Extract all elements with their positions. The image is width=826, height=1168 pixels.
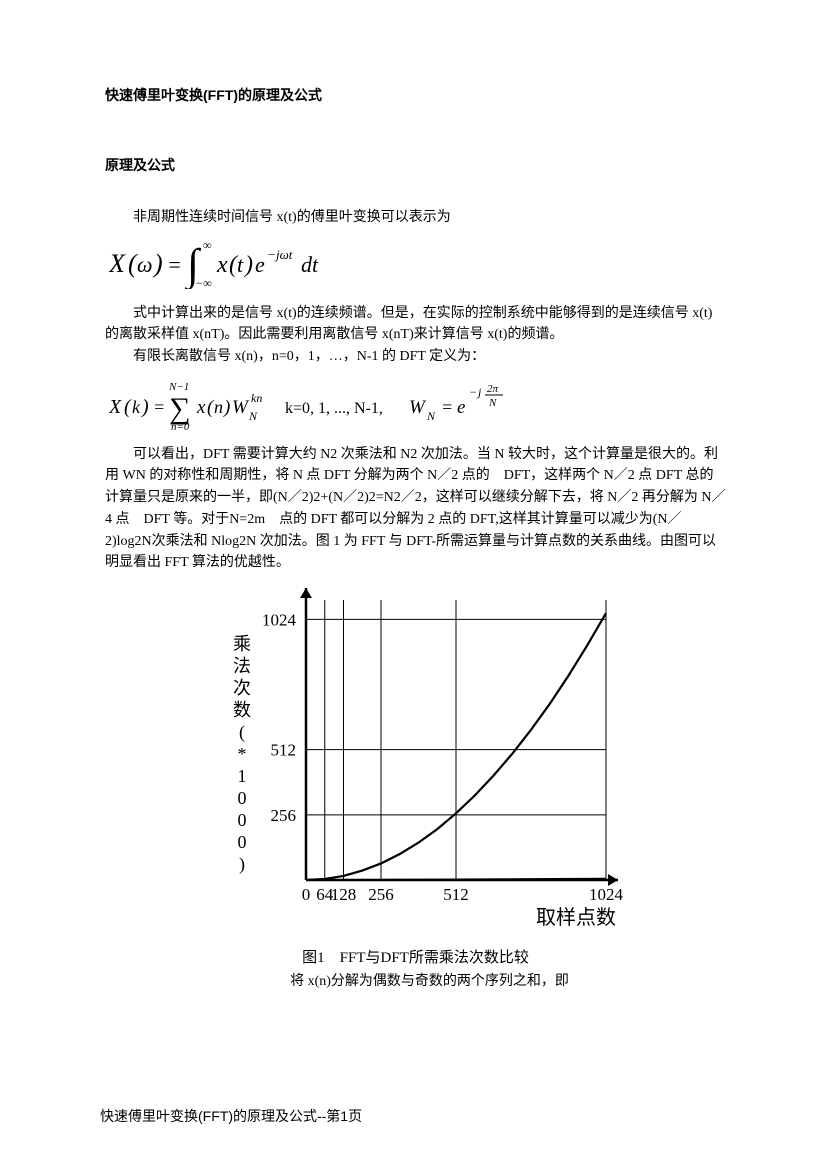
formula-2: X ( k ) = ∑ N−1 n=0 x ( n ) W kn N k=0, … bbox=[109, 378, 726, 432]
svg-text:N: N bbox=[488, 397, 497, 409]
svg-text:x: x bbox=[216, 252, 228, 278]
svg-text:512: 512 bbox=[443, 885, 469, 904]
svg-text:−: − bbox=[267, 247, 276, 262]
svg-text:1024: 1024 bbox=[589, 885, 624, 904]
svg-text:ω: ω bbox=[137, 252, 153, 277]
svg-text:2π: 2π bbox=[487, 383, 499, 395]
svg-text:e: e bbox=[457, 397, 465, 418]
svg-text:*: * bbox=[237, 744, 246, 764]
svg-text:=: = bbox=[167, 252, 182, 277]
svg-text:−∞: −∞ bbox=[195, 276, 212, 289]
paragraph-3: 有限长离散信号 x(n)，n=0，1，…，N-1 的 DFT 定义为： bbox=[105, 346, 726, 368]
svg-text:n: n bbox=[214, 397, 223, 417]
svg-text:): ) bbox=[152, 249, 163, 278]
svg-text:): ) bbox=[239, 854, 245, 875]
svg-text:法: 法 bbox=[233, 656, 251, 676]
paragraph-5: 将 x(n)分解为偶数与奇数的两个序列之和，即 bbox=[262, 971, 569, 993]
svg-text:W: W bbox=[409, 397, 427, 418]
svg-text:=: = bbox=[441, 397, 453, 417]
svg-text:X: X bbox=[109, 249, 126, 278]
svg-text:): ) bbox=[223, 397, 230, 418]
svg-text:0: 0 bbox=[301, 885, 310, 904]
svg-text:256: 256 bbox=[368, 885, 394, 904]
paragraph-4: 可以看出，DFT 需要计算大约 N2 次乘法和 N2 次加法。当 N 较大时，这… bbox=[105, 444, 726, 574]
svg-text:N: N bbox=[248, 409, 258, 423]
svg-text:(: ( bbox=[239, 722, 245, 743]
svg-text:X: X bbox=[109, 396, 122, 418]
svg-text:N−1: N−1 bbox=[168, 381, 189, 393]
svg-text:k=0, 1, ..., N-1,: k=0, 1, ..., N-1, bbox=[285, 400, 383, 417]
section-header: 原理及公式 bbox=[105, 155, 726, 175]
formula-1: X ( ω ) = ∫ ∞ −∞ x ( t ) e − jωt dt bbox=[109, 237, 726, 293]
svg-text:(: ( bbox=[124, 396, 132, 418]
svg-text:数: 数 bbox=[233, 700, 251, 720]
svg-text:N: N bbox=[426, 409, 436, 423]
svg-text:乘: 乘 bbox=[233, 634, 251, 654]
svg-text:jωt: jωt bbox=[274, 247, 293, 262]
document-title: 快速傅里叶变换(FFT)的原理及公式 bbox=[105, 85, 726, 105]
svg-text:次: 次 bbox=[233, 678, 251, 698]
svg-text:512: 512 bbox=[270, 741, 296, 760]
page-footer: 快速傅里叶变换(FFT)的原理及公式--第1页 bbox=[100, 1106, 362, 1126]
svg-text:取样点数: 取样点数 bbox=[536, 906, 616, 929]
svg-text:): ) bbox=[141, 396, 149, 418]
svg-text:W: W bbox=[232, 397, 250, 418]
paragraph-1: 非周期性连续时间信号 x(t)的傅里叶变换可以表示为 bbox=[105, 207, 726, 229]
svg-text:0: 0 bbox=[237, 832, 246, 852]
svg-text:k: k bbox=[132, 397, 141, 417]
svg-text:1024: 1024 bbox=[262, 610, 297, 629]
svg-text:−: − bbox=[469, 385, 477, 399]
svg-text:0: 0 bbox=[237, 810, 246, 830]
chart-figure-1: 06412825651210242565121024乘法次数(*1000)取样点… bbox=[105, 580, 726, 993]
svg-text:256: 256 bbox=[270, 806, 296, 825]
svg-text:x: x bbox=[196, 397, 206, 418]
svg-text:e: e bbox=[255, 252, 265, 277]
paragraph-2: 式中计算出来的是信号 x(t)的连续频谱。但是，在实际的控制系统中能够得到的是连… bbox=[105, 303, 726, 346]
svg-text:∞: ∞ bbox=[203, 238, 212, 252]
svg-text:dt: dt bbox=[301, 252, 319, 277]
svg-text:): ) bbox=[243, 252, 253, 278]
svg-text:kn: kn bbox=[251, 391, 262, 405]
svg-text:0: 0 bbox=[237, 788, 246, 808]
svg-text:1: 1 bbox=[237, 766, 246, 786]
svg-text:128: 128 bbox=[330, 885, 356, 904]
svg-text:t: t bbox=[237, 252, 244, 277]
chart-caption: 图1 FFT与DFT所需乘法次数比较 bbox=[302, 946, 529, 967]
svg-text:n=0: n=0 bbox=[171, 421, 190, 432]
svg-text:=: = bbox=[153, 397, 165, 417]
